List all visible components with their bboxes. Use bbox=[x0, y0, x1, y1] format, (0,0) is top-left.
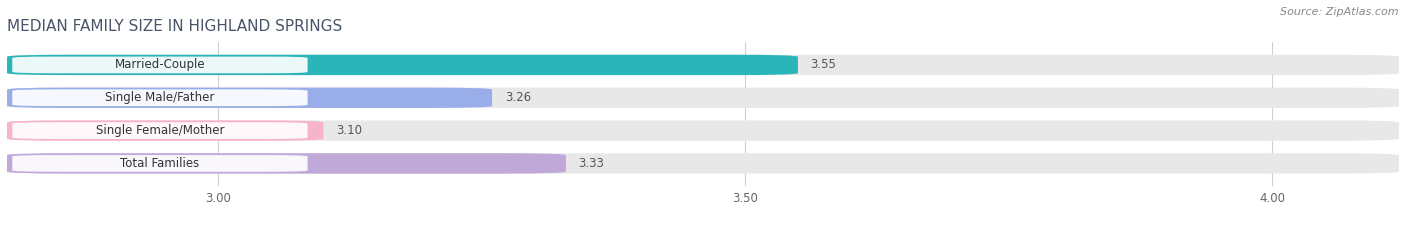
FancyBboxPatch shape bbox=[13, 89, 308, 106]
Text: 3.33: 3.33 bbox=[579, 157, 605, 170]
FancyBboxPatch shape bbox=[7, 120, 323, 141]
FancyBboxPatch shape bbox=[7, 120, 1399, 141]
Text: MEDIAN FAMILY SIZE IN HIGHLAND SPRINGS: MEDIAN FAMILY SIZE IN HIGHLAND SPRINGS bbox=[7, 19, 342, 34]
Text: Source: ZipAtlas.com: Source: ZipAtlas.com bbox=[1281, 7, 1399, 17]
FancyBboxPatch shape bbox=[13, 155, 308, 172]
Text: 3.10: 3.10 bbox=[336, 124, 361, 137]
FancyBboxPatch shape bbox=[7, 88, 492, 108]
FancyBboxPatch shape bbox=[7, 153, 1399, 174]
FancyBboxPatch shape bbox=[7, 153, 565, 174]
FancyBboxPatch shape bbox=[7, 55, 797, 75]
Text: Total Families: Total Families bbox=[121, 157, 200, 170]
Text: Single Male/Father: Single Male/Father bbox=[105, 91, 215, 104]
Text: Single Female/Mother: Single Female/Mother bbox=[96, 124, 224, 137]
FancyBboxPatch shape bbox=[13, 57, 308, 73]
Text: Married-Couple: Married-Couple bbox=[115, 58, 205, 72]
FancyBboxPatch shape bbox=[7, 88, 1399, 108]
Text: 3.55: 3.55 bbox=[810, 58, 837, 72]
Text: 3.26: 3.26 bbox=[505, 91, 531, 104]
FancyBboxPatch shape bbox=[13, 122, 308, 139]
FancyBboxPatch shape bbox=[7, 55, 1399, 75]
